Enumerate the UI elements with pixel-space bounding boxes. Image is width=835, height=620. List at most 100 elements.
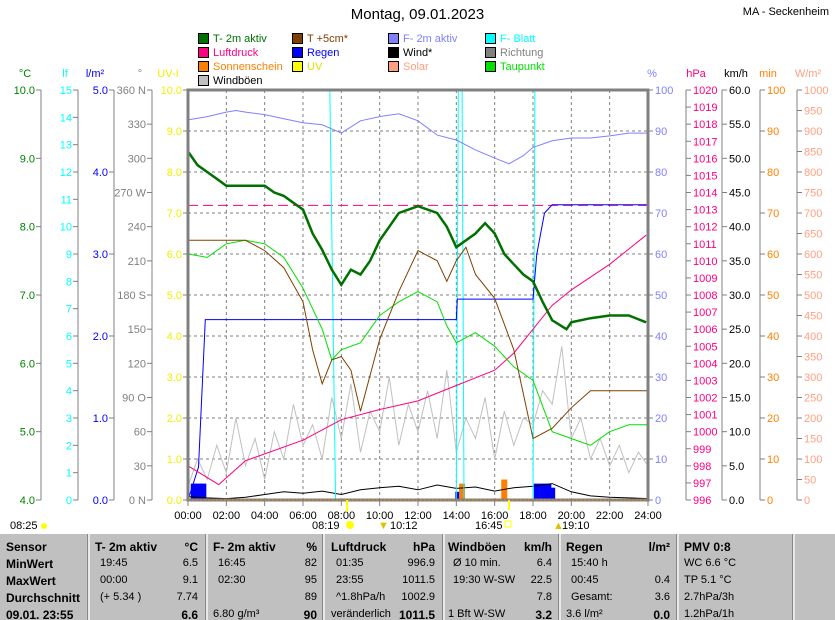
- axis-tick-label: 8.0: [20, 222, 35, 234]
- axis-tick-label: 11: [61, 194, 72, 206]
- axis-tick-label: 10: [60, 222, 72, 234]
- table-cell-value: 1002.9: [401, 591, 435, 603]
- axis-tick-label: 40: [655, 331, 667, 343]
- legend-label: Taupunkt: [500, 60, 545, 73]
- legend-label: F- 2m aktiv: [403, 32, 458, 45]
- axis-unit-min: min: [759, 68, 777, 80]
- sun-icon: [346, 521, 354, 529]
- sunrise-time: 08:19: [312, 520, 340, 532]
- axis-tick-label: 60.0: [729, 85, 750, 97]
- legend-swatch: [198, 33, 209, 44]
- axis-tick-label: 3.0: [93, 249, 108, 261]
- axis-tick-label: 1000: [804, 85, 828, 97]
- axis-tick-label: 50: [655, 290, 667, 302]
- legend-swatch: [485, 61, 496, 72]
- axis-unit-uv: UV-I: [157, 68, 178, 80]
- axis-tick-label: 6: [66, 331, 72, 343]
- axis-tick-label: 80: [767, 167, 779, 179]
- legend-item: F- 2m aktiv: [388, 32, 457, 45]
- legend-swatch: [198, 75, 209, 86]
- x-tick-label: 14:00: [443, 510, 471, 522]
- axis-tick-label: 900: [804, 126, 822, 138]
- axis-tick-label: 650: [804, 229, 822, 241]
- axis-tick-label: 90: [655, 126, 667, 138]
- axis-tick-label: 1015: [693, 170, 717, 182]
- table-cell-label: MaxWert: [6, 574, 56, 588]
- axis-tick-label: 997: [693, 478, 711, 490]
- axis-tick-label: 8.0: [167, 167, 182, 179]
- axis-tick-label: 1.0: [167, 454, 182, 466]
- legend-label: T- 2m aktiv: [213, 32, 267, 45]
- axis-tick-label: 25.0: [729, 324, 750, 336]
- table-cell-label: ^1.8hPa/h: [336, 591, 386, 603]
- table-cell-value: 6.4: [536, 557, 552, 569]
- table-cell-label: 01:35: [336, 557, 364, 569]
- axis-unit-dir: °: [138, 68, 142, 80]
- bar-regen-intensität: [549, 487, 556, 500]
- legend-item: F- Blatt: [485, 32, 535, 45]
- axis-tick-label: 14: [60, 112, 72, 124]
- table-separator: [323, 534, 325, 620]
- axis-tick-label: 1009: [693, 273, 717, 285]
- axis-tick-label: 450: [804, 311, 822, 323]
- axis-unit-degC: °C: [19, 68, 31, 80]
- axis-tick-label: 1016: [693, 153, 717, 165]
- legend-label: T +5cm*: [307, 32, 349, 45]
- legend-swatch: [388, 33, 399, 44]
- axis-tick-label: 150: [804, 434, 822, 446]
- axis-tick-label: 0: [804, 495, 810, 507]
- x-tick-label: 08:00: [328, 510, 356, 522]
- axis-tick-label: 360 N: [117, 85, 146, 97]
- legend-label: UV: [307, 60, 323, 73]
- x-tick-label: 16:00: [481, 510, 509, 522]
- table-cell-value: 22.5: [530, 574, 552, 586]
- axis-tick-label: 55.0: [729, 119, 750, 131]
- axis-unit-kmh: km/h: [724, 68, 748, 80]
- table-cell-label: veränderlich: [331, 608, 391, 620]
- x-tick-label: 02:00: [213, 510, 241, 522]
- series-line-f-2m-aktiv: [187, 109, 648, 165]
- legend-swatch: [292, 47, 303, 58]
- axis-tick-label: 1000: [693, 427, 717, 439]
- bar-regen-intensität: [195, 483, 202, 500]
- axis-tick-label: 120: [128, 358, 146, 370]
- axis-tick-label: 1004: [693, 358, 717, 370]
- uv-arrow-icon: ▼: [378, 520, 389, 532]
- table-cell-value: 1011.5: [398, 608, 435, 620]
- x-tick-label: 18:00: [519, 510, 547, 522]
- axis-tick-label: 330: [128, 119, 146, 131]
- axis-tick-label: 7.0: [167, 208, 182, 220]
- axis-unit-rain: l/m²: [86, 68, 105, 80]
- series-line-t-2m-aktiv: [186, 150, 647, 331]
- axis-tick-label: 1018: [693, 119, 717, 131]
- axis-tick-label: 998: [693, 461, 711, 473]
- table-header: T- 2m aktiv: [95, 540, 158, 554]
- table-cell-value: 6.6: [181, 608, 198, 620]
- axis-tick-label: 600: [804, 249, 822, 261]
- axis-tick-label: 2: [66, 440, 72, 452]
- axis-tick-label: 9.0: [167, 126, 182, 138]
- axis-tick-label: 750: [804, 188, 822, 200]
- axis-tick-label: 300: [804, 372, 822, 384]
- axis-tick-label: 40.0: [729, 222, 750, 234]
- axis-tick-label: 0: [767, 495, 773, 507]
- axis-tick-label: 13: [60, 140, 72, 152]
- axis-tick-label: 6.0: [167, 249, 182, 261]
- axis-tick-label: 996: [693, 495, 711, 507]
- axis-tick-label: 1011: [693, 239, 717, 251]
- table-cell-label: 2.7hPa/3h: [684, 591, 735, 603]
- page-title: Montag, 09.01.2023: [350, 6, 485, 23]
- axis-tick-label: 70: [767, 208, 779, 220]
- axis-tick-label: 0.0: [93, 495, 108, 507]
- axis-tick-label: 5.0: [167, 290, 182, 302]
- table-cell-value: 95: [304, 574, 317, 586]
- legend-label: Regen: [307, 46, 340, 59]
- x-tick-label: 10:00: [366, 510, 394, 522]
- axis-unit-lf: lf: [62, 68, 68, 80]
- axis-tick-label: 60: [655, 249, 667, 261]
- axis-tick-label: 40: [767, 331, 779, 343]
- legend-item: Solar: [388, 60, 429, 73]
- table-cell-label: Gesamt:: [571, 591, 613, 603]
- legend-swatch: [198, 61, 209, 72]
